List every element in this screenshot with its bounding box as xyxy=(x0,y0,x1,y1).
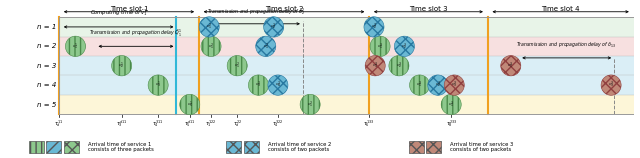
Text: $o_3^3$: $o_3^3$ xyxy=(451,80,458,90)
Text: $o_1^1$: $o_1^1$ xyxy=(72,41,79,52)
Ellipse shape xyxy=(148,75,168,95)
Text: n = 2: n = 2 xyxy=(36,43,56,49)
Text: $o_2^1$: $o_2^1$ xyxy=(118,60,125,71)
Text: Transmission and propagation delay of $\hat{o}_{13}$: Transmission and propagation delay of $\… xyxy=(516,40,617,50)
Text: $\tau_d^{11}$: $\tau_d^{11}$ xyxy=(54,118,63,129)
Text: $o_1^2$: $o_1^2$ xyxy=(206,22,212,32)
Text: $o_1^2$: $o_1^2$ xyxy=(234,60,241,71)
Ellipse shape xyxy=(601,75,621,95)
Text: Arrival time of service 2
consists of two packets: Arrival time of service 2 consists of tw… xyxy=(268,142,331,152)
Bar xyxy=(59,37,634,56)
Ellipse shape xyxy=(394,36,415,56)
Text: $\tau_8^{233}$: $\tau_8^{233}$ xyxy=(445,118,457,129)
Text: $\tau_3^{d11}$: $\tau_3^{d11}$ xyxy=(116,118,127,129)
Ellipse shape xyxy=(370,36,390,56)
Text: $o_2^3$: $o_2^3$ xyxy=(396,60,402,71)
Bar xyxy=(227,141,241,153)
Text: Computing time of $\hat{v}_1^1$: Computing time of $\hat{v}_1^1$ xyxy=(90,8,148,18)
Text: $o_1^3$: $o_1^3$ xyxy=(377,41,383,52)
Text: n = 5: n = 5 xyxy=(36,101,56,107)
Text: Time slot 2: Time slot 2 xyxy=(265,6,303,12)
Ellipse shape xyxy=(500,56,521,76)
Bar xyxy=(244,141,259,153)
Text: $\tau_6^{133}$: $\tau_6^{133}$ xyxy=(364,118,375,129)
Ellipse shape xyxy=(441,94,461,115)
Text: Arrival time of service 1
consists of three packets: Arrival time of service 1 consists of th… xyxy=(88,142,154,152)
Ellipse shape xyxy=(410,75,429,95)
Text: Time slot 4: Time slot 4 xyxy=(541,6,580,12)
Ellipse shape xyxy=(199,17,220,37)
Ellipse shape xyxy=(365,56,385,76)
Text: $\tau_1^{122}$: $\tau_1^{122}$ xyxy=(205,118,217,129)
Text: $o_3^1$: $o_3^1$ xyxy=(155,80,161,90)
Text: $o_1^2$: $o_1^2$ xyxy=(307,99,314,110)
Text: n = 4: n = 4 xyxy=(36,82,56,88)
Ellipse shape xyxy=(256,36,276,56)
Ellipse shape xyxy=(300,94,320,115)
Text: $o_1^3$: $o_1^3$ xyxy=(508,60,514,71)
Text: $o_5^1$: $o_5^1$ xyxy=(186,99,193,110)
Text: n = 3: n = 3 xyxy=(36,63,56,69)
Text: $o_1^2$: $o_1^2$ xyxy=(208,41,214,52)
Bar xyxy=(64,141,79,153)
Text: $\tau_d^{22}$: $\tau_d^{22}$ xyxy=(232,118,242,129)
Text: n = 1: n = 1 xyxy=(36,24,56,30)
Ellipse shape xyxy=(227,56,247,76)
Bar xyxy=(426,141,442,153)
Ellipse shape xyxy=(428,75,448,95)
Ellipse shape xyxy=(444,75,464,95)
Text: $o_2^2$: $o_2^2$ xyxy=(271,22,277,32)
Text: Time slot 1: Time slot 1 xyxy=(109,6,148,12)
Ellipse shape xyxy=(264,17,284,37)
Ellipse shape xyxy=(364,17,384,37)
Text: $o_2^2$: $o_2^2$ xyxy=(371,22,377,32)
Ellipse shape xyxy=(248,75,269,95)
Text: $o_1^3$: $o_1^3$ xyxy=(416,80,423,90)
Ellipse shape xyxy=(111,56,132,76)
Bar xyxy=(46,141,61,153)
Text: Time slot 3: Time slot 3 xyxy=(409,6,448,12)
Text: $o_3^2$: $o_3^2$ xyxy=(255,80,262,90)
Text: $o_1^3$: $o_1^3$ xyxy=(448,99,454,110)
Text: $o_1^3$: $o_1^3$ xyxy=(372,60,378,71)
Ellipse shape xyxy=(389,56,409,76)
Text: $\tau_5^{d11}$: $\tau_5^{d11}$ xyxy=(184,118,195,129)
Text: $o_3^3$: $o_3^3$ xyxy=(608,80,614,90)
Text: $o_4^2$: $o_4^2$ xyxy=(275,80,281,90)
Text: $o_1^2$: $o_1^2$ xyxy=(262,41,269,52)
Ellipse shape xyxy=(65,36,86,56)
Text: $\tau_4^{311}$: $\tau_4^{311}$ xyxy=(152,118,164,129)
Text: Transmission and propagation delay of $\hat{o}_2^2$: Transmission and propagation delay of $\… xyxy=(207,6,305,17)
Bar xyxy=(29,141,44,153)
Bar xyxy=(59,17,634,114)
Ellipse shape xyxy=(201,36,221,56)
Bar xyxy=(409,141,424,153)
Text: Transmission and propagation delay $\hat{Q}_1^1$: Transmission and propagation delay $\hat… xyxy=(90,28,182,39)
Bar xyxy=(59,75,634,95)
Text: Arrival time of service 3
consists of two packets: Arrival time of service 3 consists of tw… xyxy=(450,142,513,152)
Bar xyxy=(59,95,634,114)
Ellipse shape xyxy=(268,75,288,95)
Text: $o_2^3$: $o_2^3$ xyxy=(401,41,408,52)
Ellipse shape xyxy=(180,94,200,115)
Bar xyxy=(59,56,634,75)
Bar xyxy=(59,17,634,37)
Text: $\tau_4^{322}$: $\tau_4^{322}$ xyxy=(272,118,284,129)
Text: $o_2^3$: $o_2^3$ xyxy=(435,80,441,90)
